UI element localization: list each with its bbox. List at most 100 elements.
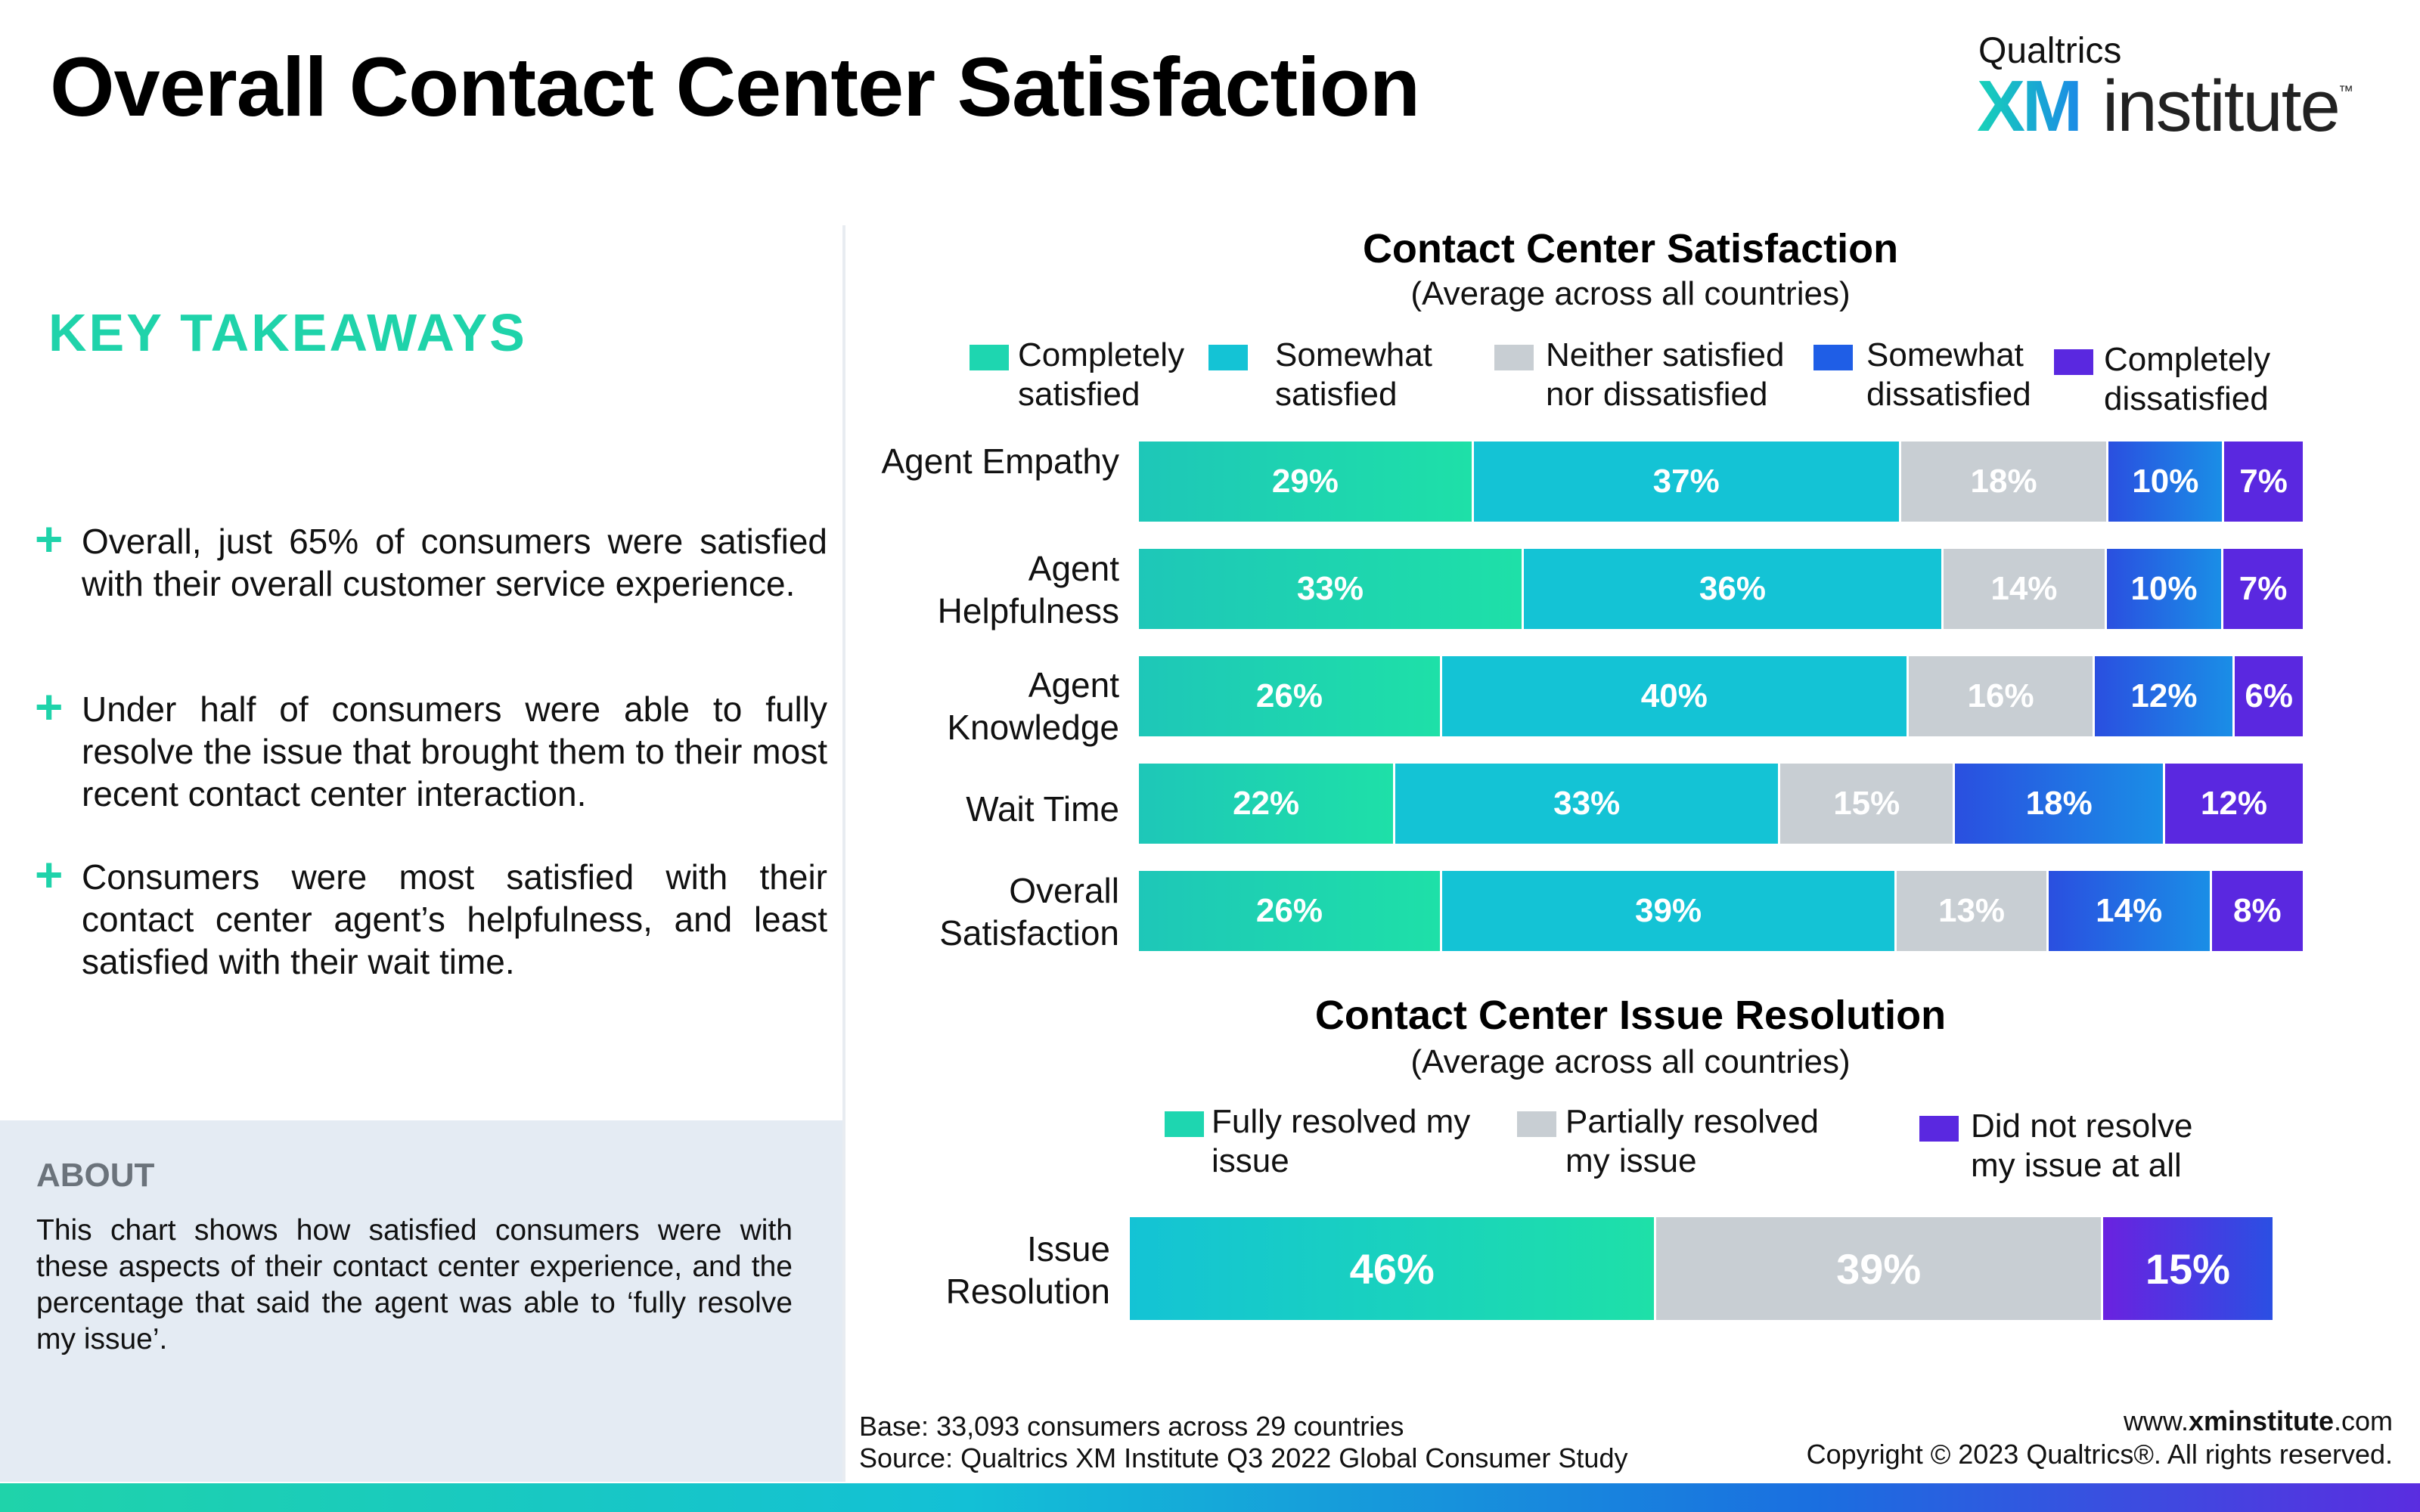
legend-somewhat-satisfied: Somewhat satisfied [1275,336,1432,413]
bar-segment-issue-resolution-2: 15% [2102,1217,2275,1320]
footer-url[interactable]: www.xminstitute.com [1807,1405,2393,1438]
legend-somewhat-dissatisfied: Somewhat dissatisfied [1866,336,2031,413]
bar-value-label: 33% [1553,785,1621,822]
legend-swatch-partially-resolved [1517,1111,1556,1137]
plus-icon: + [35,680,64,734]
logo-xm-text: XM [1977,66,2083,147]
url-domain: xminstitute [2188,1405,2334,1436]
bar-segment-overall-satisfaction-3: 14% [2048,871,2212,951]
legend-swatch-somewhat-satisfied [1208,345,1248,370]
bar-segment-agent-knowledge-3: 12% [2095,656,2235,736]
legend-did-not-resolve: Did not resolve my issue at all [1971,1108,2193,1184]
bar-segment-agent-empathy-2: 18% [1900,442,2109,522]
bar-value-label: 12% [2200,785,2267,822]
bar-segment-issue-resolution-1: 39% [1656,1217,2103,1320]
legend-swatch-fully-resolved [1165,1111,1204,1137]
plus-icon: + [35,847,64,902]
bar-segment-agent-knowledge-0: 26% [1139,656,1442,736]
key-takeaways-title: KEY TAKEAWAYS [48,303,527,362]
legend-completely-satisfied: Completely satisfied [1018,336,1185,413]
bottom-gradient-bar [0,1483,2420,1512]
bar-value-label: 10% [2130,570,2198,607]
bar-value-label: 16% [1967,677,2034,714]
page-title: Overall Contact Center Satisfaction [50,41,1420,134]
footer-base: Base: 33,093 consumers across 29 countri… [859,1411,1404,1442]
bar-value-label: 26% [1255,892,1323,929]
row-label-overall-satisfaction: Overall Satisfaction [939,871,1119,953]
bar-segment-agent-helpfulness-2: 14% [1943,549,2107,629]
bar-value-label: 18% [1970,463,2037,500]
about-text: This chart shows how satisfied consumers… [36,1214,793,1356]
legend-partially-resolved: Partially resolved my issue [1565,1103,1820,1179]
takeaway-text: Consumers were most satisfied with their… [82,857,827,981]
bar-value-label: 6% [2245,677,2294,714]
bar-value-label: 26% [1255,677,1323,714]
bar-value-label: 40% [1640,677,1708,714]
plus-icon: + [35,512,64,566]
bar-value-label: 14% [1990,570,2058,607]
about-panel [0,1120,842,1482]
footer-base-source: Base: 33,093 consumers across 29 countri… [859,1411,1627,1474]
url-prefix: www. [2123,1405,2189,1436]
bar-value-label: 7% [2239,463,2288,500]
bar-value-label: 39% [1836,1244,1922,1293]
bar-value-label: 46% [1349,1244,1435,1293]
footer-copyright: Copyright © 2023 Qualtrics®. All rights … [1806,1439,2393,1470]
resolution-chart-title: Contact Center Issue Resolution [1314,993,1947,1038]
footer-copyright-block: www.xminstitute.com Copyright © 2023 Qua… [1807,1405,2393,1471]
row-label-agent-helpfulness: Agent Helpfulness [937,549,1119,631]
panel-divider [842,225,845,1482]
bar-segment-agent-empathy-1: 37% [1473,442,1901,522]
logo-trademark: ™ [2338,83,2353,100]
legend-neither-satisfied: Neither satisfied nor dissatisfied [1546,336,1785,413]
logo-brand-text: Qualtrics [1978,31,2122,71]
bar-segment-agent-helpfulness-3: 10% [2106,549,2224,629]
bar-segment-wait-time-2: 15% [1780,764,1956,844]
bar-value-label: 33% [1296,570,1364,607]
bar-value-label: 10% [2132,463,2199,500]
bar-value-label: 22% [1233,785,1300,822]
legend-swatch-did-not-resolve [1919,1116,1959,1142]
footer-source: Source: Qualtrics XM Institute Q3 2022 G… [859,1442,1628,1473]
legend-fully-resolved: Fully resolved my issue [1212,1103,1471,1179]
bar-value-label: 12% [2130,677,2198,714]
bar-segment-agent-knowledge-1: 40% [1441,656,1909,736]
bar-segment-overall-satisfaction-1: 39% [1441,871,1897,951]
bar-value-label: 15% [2145,1244,2230,1293]
legend-swatch-completely-satisfied [970,345,1009,370]
bar-segment-overall-satisfaction-2: 13% [1897,871,2049,951]
takeaway-text: Overall, just 65% of consumers were sati… [82,522,827,603]
bar-segment-wait-time-0: 22% [1139,764,1396,844]
bar-value-label: 39% [1635,892,1702,929]
bar-value-label: 15% [1833,785,1900,822]
bar-segment-agent-helpfulness-0: 33% [1139,549,1524,629]
satisfaction-chart-subtitle: (Average across all countries) [1410,275,1851,312]
row-label-issue-resolution: Issue Resolution [945,1229,1110,1311]
bar-segment-agent-knowledge-2: 16% [1908,656,2096,736]
bar-segment-agent-empathy-4: 7% [2224,442,2305,522]
legend-swatch-neutral [1494,345,1534,370]
bar-segment-wait-time-4: 12% [2164,764,2305,844]
bar-value-label: 18% [2025,785,2093,822]
row-label-agent-empathy: Agent Empathy [881,442,1119,481]
bar-segment-agent-empathy-0: 29% [1139,442,1474,522]
row-label-wait-time: Wait Time [966,789,1119,829]
bar-segment-overall-satisfaction-4: 8% [2211,871,2305,951]
bar-segment-agent-empathy-3: 10% [2108,442,2225,522]
bar-segment-wait-time-1: 33% [1395,764,1781,844]
bar-value-label: 14% [2096,892,2163,929]
bar-segment-wait-time-3: 18% [1955,764,2165,844]
bar-value-label: 29% [1271,463,1339,500]
resolution-chart-subtitle: (Average across all countries) [1410,1043,1851,1080]
bar-value-label: 7% [2238,570,2288,607]
url-suffix: .com [2333,1405,2393,1436]
legend-swatch-somewhat-dissatisfied [1813,345,1853,370]
logo-institute-text: institute [2102,66,2341,147]
bar-segment-agent-knowledge-4: 6% [2235,656,2305,736]
bar-value-label: 37% [1652,463,1720,500]
bar-value-label: 8% [2233,892,2282,929]
row-label-agent-knowledge: Agent Knowledge [947,665,1119,747]
bar-segment-agent-helpfulness-1: 36% [1523,549,1944,629]
legend-completely-dissatisfied: Completely dissatisfied [2104,341,2271,417]
satisfaction-chart-title: Contact Center Satisfaction [1362,226,1899,271]
